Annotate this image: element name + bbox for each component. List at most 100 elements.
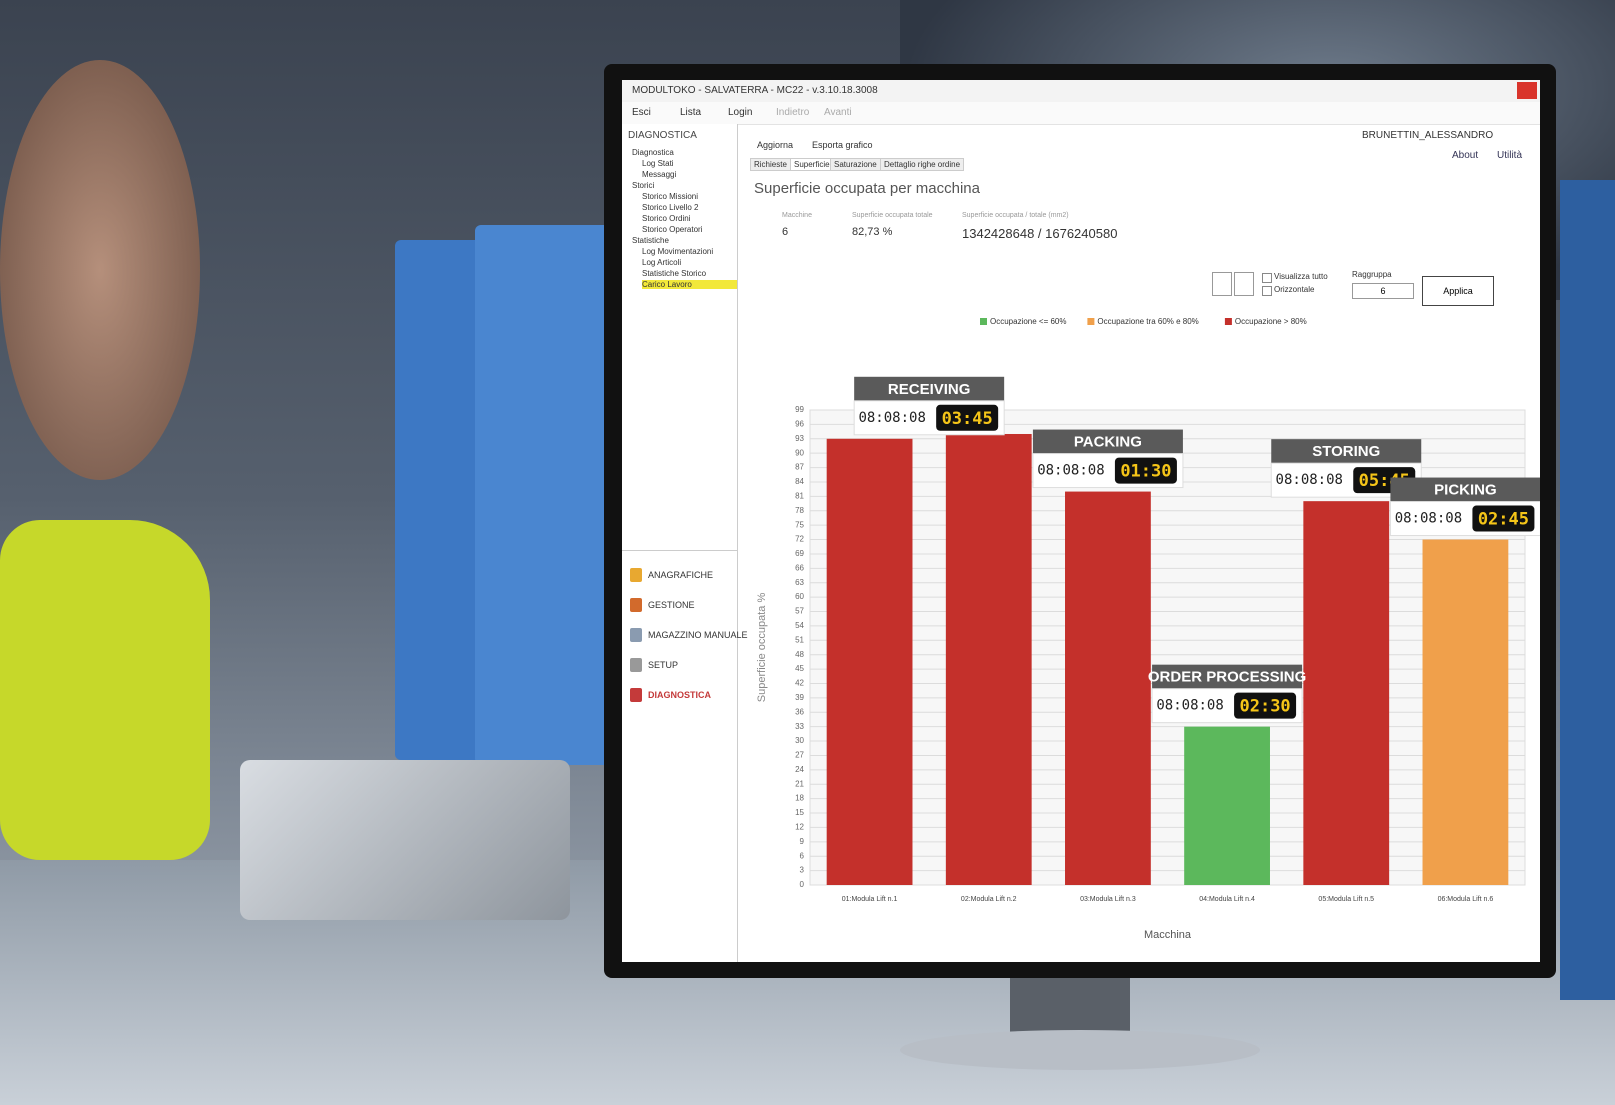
station-clock: 08:08:08 xyxy=(858,410,925,426)
y-tick-label: 72 xyxy=(795,535,804,544)
menu-icon xyxy=(630,568,642,582)
person-head xyxy=(0,60,200,480)
tree-item[interactable]: Log Movimentazioni xyxy=(642,247,714,256)
y-tick-label: 24 xyxy=(795,765,804,774)
tree-item[interactable]: Storici xyxy=(632,181,655,190)
y-tick-label: 57 xyxy=(795,607,804,616)
checkbox-label: Visualizza tutto xyxy=(1274,272,1328,281)
checkbox-label: Orizzontale xyxy=(1274,285,1315,294)
bar xyxy=(1184,726,1270,885)
monitor-base xyxy=(900,1030,1260,1070)
tree-item[interactable]: Carico Lavoro xyxy=(642,280,737,289)
apply-button[interactable]: Applica xyxy=(1422,276,1494,306)
y-tick-label: 78 xyxy=(795,506,804,515)
station-name: PACKING xyxy=(1074,434,1142,451)
station-timer: 02:45 xyxy=(1478,510,1529,530)
toolbar-button[interactable]: Indietro xyxy=(776,107,810,118)
next-button[interactable] xyxy=(1234,272,1254,296)
station-clock: 08:08:08 xyxy=(1276,472,1343,488)
toolbar-button[interactable]: Lista xyxy=(680,107,702,118)
y-tick-label: 93 xyxy=(795,434,804,443)
x-tick-label: 02:Modula Lift n.2 xyxy=(961,896,1017,903)
station-header xyxy=(1032,429,1183,454)
legend-label: Occupazione <= 60% xyxy=(990,317,1067,326)
bar xyxy=(945,433,1032,885)
tree-item[interactable]: Messaggi xyxy=(642,170,677,179)
y-tick-label: 87 xyxy=(795,463,804,472)
group-label: Raggruppa xyxy=(1352,270,1392,279)
bar xyxy=(1303,501,1390,885)
tab[interactable]: Saturazione xyxy=(830,158,881,171)
action-button[interactable]: Esporta grafico xyxy=(812,140,873,150)
y-tick-label: 33 xyxy=(795,722,804,731)
sidebar-header: DIAGNOSTICA xyxy=(628,130,697,141)
station-timer: 01:30 xyxy=(1120,462,1171,482)
station-name: STORING xyxy=(1312,443,1380,460)
legend-swatch xyxy=(1224,318,1232,325)
tree-item[interactable]: Storico Missioni xyxy=(642,192,699,201)
checkbox[interactable] xyxy=(1262,273,1272,283)
station-clock: 08:08:08 xyxy=(1156,698,1223,714)
menu-item[interactable]: MAGAZZINO MANUALE xyxy=(648,630,748,640)
top-link[interactable]: About xyxy=(1452,150,1479,161)
legend-label: Occupazione tra 60% e 80% xyxy=(1097,317,1198,326)
y-tick-label: 30 xyxy=(795,736,804,745)
station-header xyxy=(1390,477,1540,502)
close-button[interactable] xyxy=(1517,82,1537,99)
y-tick-label: 66 xyxy=(795,563,804,572)
tree-item[interactable]: Diagnostica xyxy=(632,148,674,157)
x-tick-label: 06:Modula Lift n.6 xyxy=(1438,896,1494,903)
tree-item[interactable]: Storico Operatori xyxy=(642,225,703,234)
y-tick-label: 21 xyxy=(795,779,804,788)
tree-item[interactable]: Log Articoli xyxy=(642,258,682,267)
toolbar-button[interactable]: Avanti xyxy=(824,107,852,118)
stat-value: 1342428648 / 1676240580 xyxy=(962,226,1118,241)
y-tick-label: 18 xyxy=(795,794,804,803)
menu-item[interactable]: DIAGNOSTICA xyxy=(648,690,711,700)
chart: 0369121518212427303336394245485154576063… xyxy=(756,317,1540,941)
y-tick-label: 27 xyxy=(795,751,804,760)
stat-label: Superficie occupata totale xyxy=(852,212,933,219)
y-tick-label: 36 xyxy=(795,707,804,716)
group-input[interactable]: 6 xyxy=(1352,283,1414,299)
y-tick-label: 69 xyxy=(795,549,804,558)
tree-item[interactable]: Storico Livello 2 xyxy=(642,203,699,212)
menu-item[interactable]: SETUP xyxy=(648,660,679,670)
station-name: RECEIVING xyxy=(888,381,971,398)
tab[interactable]: Superficie xyxy=(790,158,834,171)
checkbox[interactable] xyxy=(1262,286,1272,296)
y-tick-label: 45 xyxy=(795,664,804,673)
station-timer-box xyxy=(1114,457,1177,484)
tree-item[interactable]: Storico Ordini xyxy=(642,214,691,223)
stat-label: Superficie occupata / totale (mm2) xyxy=(962,212,1069,219)
second-monitor xyxy=(1560,180,1615,1000)
toolbar-button[interactable]: Login xyxy=(728,107,753,118)
y-tick-label: 96 xyxy=(795,420,804,429)
y-tick-label: 60 xyxy=(795,592,804,601)
menu-item[interactable]: ANAGRAFICHE xyxy=(648,570,714,580)
x-axis-label: Macchina xyxy=(1144,929,1192,941)
tree-item[interactable]: Statistiche Storico xyxy=(642,269,707,278)
station-clock: 08:08:08 xyxy=(1395,511,1462,527)
tree-item[interactable]: Statistiche xyxy=(632,236,669,245)
y-tick-label: 84 xyxy=(795,477,804,486)
stat-label: Macchine xyxy=(782,212,812,219)
tab[interactable]: Dettaglio righe ordine xyxy=(880,158,965,171)
toolbar xyxy=(622,102,1540,125)
menu-item[interactable]: GESTIONE xyxy=(648,600,695,610)
window-title: MODULTOKO - SALVATERRA - MC22 - v.3.10.1… xyxy=(632,85,878,96)
tree-item[interactable]: Log Stati xyxy=(642,159,674,168)
toolbar-button[interactable]: Esci xyxy=(632,107,651,118)
menu-icon xyxy=(630,688,642,702)
y-tick-label: 54 xyxy=(795,621,804,630)
top-link[interactable]: Utilità xyxy=(1497,150,1523,161)
tab[interactable]: Richieste xyxy=(750,158,791,171)
station-name: PICKING xyxy=(1434,482,1497,499)
prev-button[interactable] xyxy=(1212,272,1232,296)
action-button[interactable]: Aggiorna xyxy=(757,140,794,150)
y-tick-label: 99 xyxy=(795,405,804,414)
y-tick-label: 3 xyxy=(800,866,805,875)
station-timer: 02:30 xyxy=(1239,697,1290,717)
y-tick-label: 51 xyxy=(795,635,804,644)
x-tick-label: 05:Modula Lift n.5 xyxy=(1318,896,1374,903)
